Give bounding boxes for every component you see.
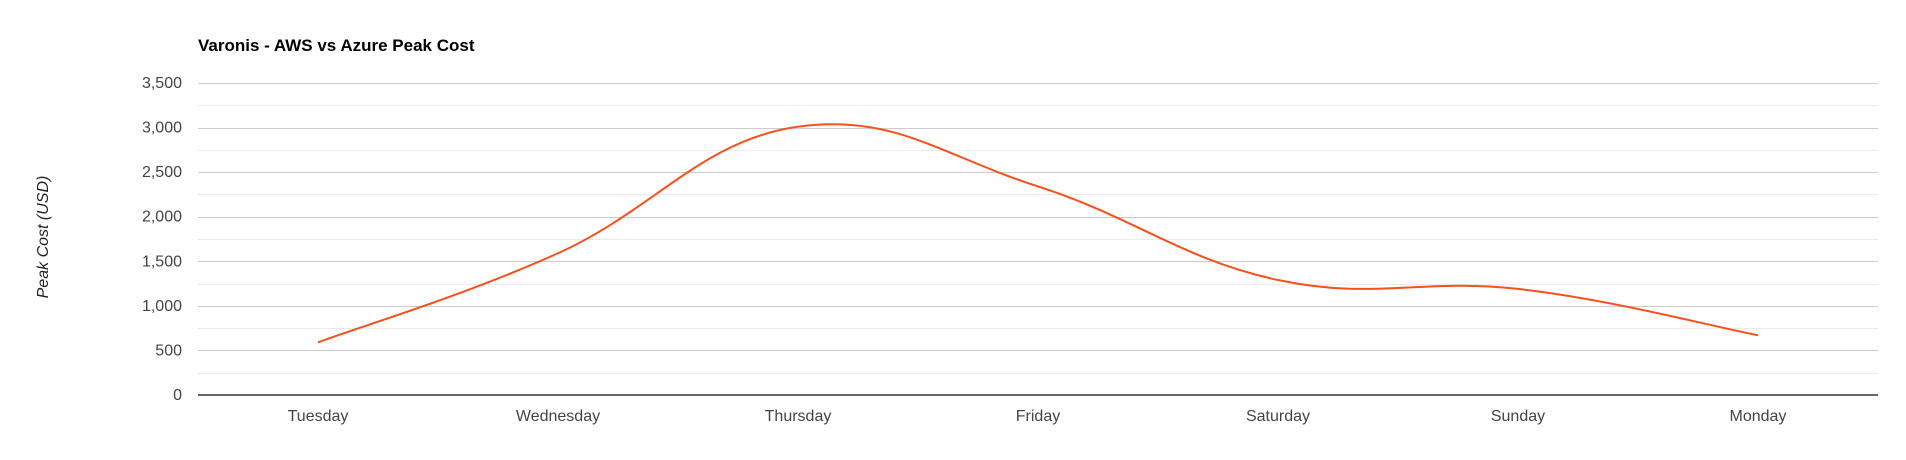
y-tick-label: 2,000	[142, 209, 182, 226]
x-tick-label: Sunday	[1491, 408, 1545, 425]
y-tick-label: 0	[173, 387, 182, 404]
x-tick-label: Wednesday	[516, 408, 600, 425]
y-tick-label: 2,500	[142, 164, 182, 181]
x-tick-label: Tuesday	[288, 408, 349, 425]
y-tick-label: 3,500	[142, 75, 182, 92]
y-tick-label: 3,000	[142, 120, 182, 137]
series-line	[317, 123, 1759, 344]
x-tick-label: Monday	[1730, 408, 1787, 425]
y-tick-label: 500	[155, 342, 182, 359]
x-tick-label: Friday	[1016, 408, 1060, 425]
x-axis-ticks: Tuesday Wednesday Thursday Friday Saturday Su…	[288, 408, 1787, 425]
series-layer	[317, 123, 1759, 344]
x-tick-label: Thursday	[765, 408, 832, 425]
y-axis-ticks: 0 500 1,000 1,500 2,000 2,500 3,000 3,500	[142, 75, 182, 404]
chart-title: Varonis - AWS vs Azure Peak Cost	[198, 36, 475, 55]
x-tick-label: Saturday	[1246, 408, 1310, 425]
y-tick-label: 1,000	[142, 298, 182, 315]
gridlines	[198, 83, 1878, 374]
y-axis-title: Peak Cost (USD)	[35, 176, 52, 299]
y-tick-label: 1,500	[142, 253, 182, 270]
